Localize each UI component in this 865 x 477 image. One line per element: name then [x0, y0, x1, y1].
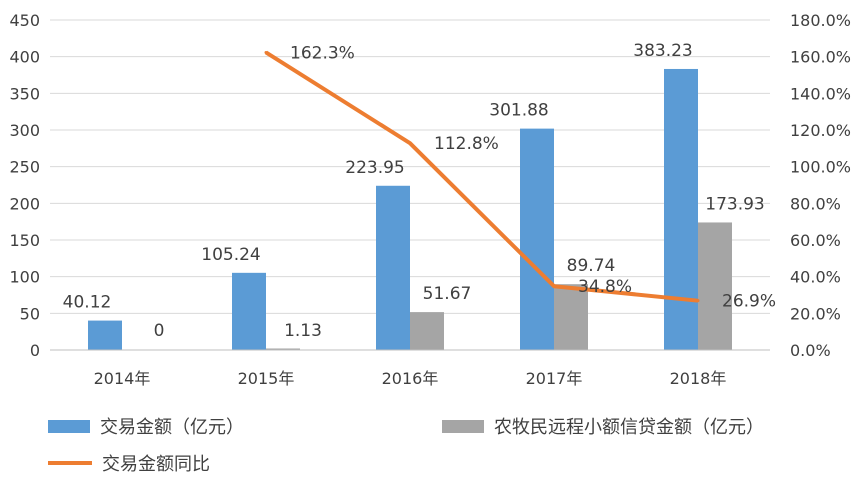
x-tick-label: 2014年 [94, 369, 151, 388]
legend-label-yoy: 交易金额同比 [102, 454, 210, 475]
legend-swatch-gray [442, 419, 484, 433]
y-left-tick-label: 450 [9, 11, 40, 30]
data-label-credit: 1.13 [284, 321, 322, 341]
bar-transaction [520, 128, 554, 350]
bar-transaction [88, 320, 122, 350]
data-label-yoy: 112.8% [434, 134, 499, 154]
data-label-transaction: 223.95 [345, 158, 404, 178]
y-left-tick-label: 200 [9, 194, 40, 213]
y-left-tick-label: 0 [30, 341, 40, 360]
data-label-credit: 89.74 [567, 256, 616, 276]
data-label-transaction: 105.24 [201, 245, 260, 265]
data-label-yoy: 162.3% [290, 43, 355, 63]
x-tick-label: 2015年 [238, 369, 295, 388]
yoy-point [696, 299, 700, 303]
legend-item-yoy: 交易金额同比 [48, 450, 210, 476]
y-right-tick-label: 20.0% [790, 304, 841, 323]
bar-credit [410, 312, 444, 350]
gridlines [50, 19, 770, 314]
y-right-tick-label: 60.0% [790, 231, 841, 250]
y-left-tick-label: 150 [9, 231, 40, 250]
y-left-tick-label: 100 [9, 268, 40, 287]
y-left-tick-label: 300 [9, 121, 40, 140]
bar-credit [698, 222, 732, 350]
yoy-point [264, 50, 268, 54]
bar-transaction [232, 272, 266, 350]
y-left-tick-label: 350 [9, 84, 40, 103]
legend-label-transaction-amount: 交易金额（亿元） [100, 417, 244, 438]
y-right-tick-label: 140.0% [790, 84, 851, 103]
bar-credit [266, 348, 300, 350]
bar-credit [554, 284, 588, 350]
y-right-tick-label: 160.0% [790, 48, 851, 67]
bar-transaction [376, 185, 410, 350]
yoy-point [552, 284, 556, 288]
y-left-tick-label: 250 [9, 158, 40, 177]
y-right-tick-label: 0.0% [790, 341, 831, 360]
y-right-tick-label: 120.0% [790, 121, 851, 140]
y-left-tick-label: 400 [9, 48, 40, 67]
y-left-tick-label: 50 [20, 304, 40, 323]
bar-transaction [664, 68, 698, 351]
y-right-tick-label: 180.0% [790, 11, 851, 30]
legend-label-credit-amount: 农牧民远程小额信贷金额（亿元） [494, 417, 764, 438]
y-right-tick-label: 40.0% [790, 268, 841, 287]
data-label-credit: 51.67 [423, 284, 472, 304]
data-label-credit: 0 [154, 321, 165, 341]
legend-item-transaction-amount: 交易金额（亿元） [48, 413, 244, 439]
bars [88, 68, 732, 351]
legend-swatch-blue [48, 419, 90, 433]
yoy-point [408, 141, 412, 145]
data-label-transaction: 40.12 [63, 293, 112, 313]
data-labels: 40.12 105.24 223.95 301.88 383.23 0 1.13 51.67 8… [63, 41, 776, 341]
yoy-line-path [264, 50, 699, 303]
data-label-transaction: 301.88 [489, 101, 548, 121]
x-tick-label: 2017年 [526, 369, 583, 388]
y-right-tick-label: 80.0% [790, 194, 841, 213]
yoy-line [264, 50, 700, 303]
combo-chart: 40.12 105.24 223.95 301.88 383.23 0 1.13 51.67 8… [9, 11, 851, 388]
legend-swatch-orange [48, 461, 92, 465]
data-label-credit: 173.93 [705, 194, 764, 214]
x-tick-label: 2018年 [670, 369, 727, 388]
data-label-transaction: 383.23 [633, 41, 692, 61]
x-tick-label: 2016年 [382, 369, 439, 388]
y-right-tick-label: 100.0% [790, 158, 851, 177]
axes: 0 50 100 150 200 250 300 350 400 450 0.0% 20.0% 40.0… [9, 11, 851, 388]
data-label-yoy: 26.9% [722, 292, 776, 312]
data-label-yoy: 34.8% [578, 277, 632, 297]
legend-item-credit-amount: 农牧民远程小额信贷金额（亿元） [442, 413, 764, 439]
